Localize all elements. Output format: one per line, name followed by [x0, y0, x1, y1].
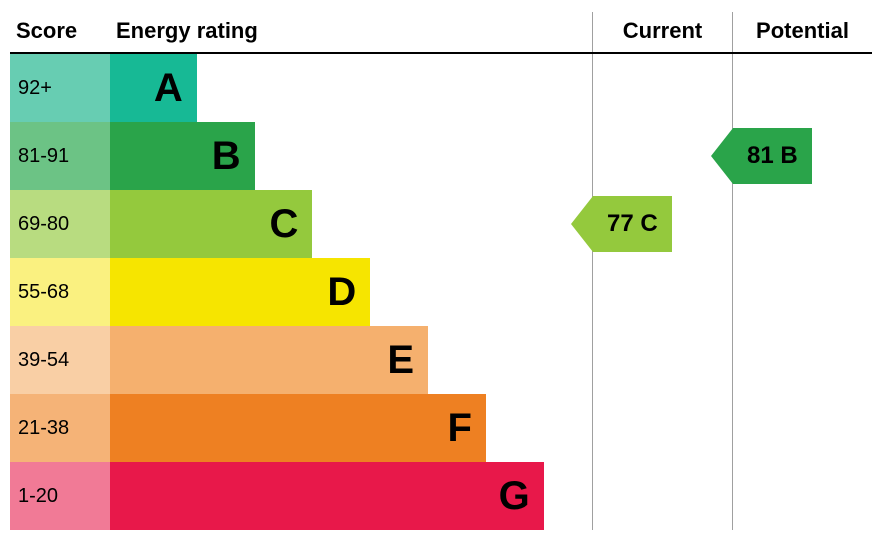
potential-column	[732, 190, 872, 258]
potential-marker: 81 B	[711, 128, 812, 184]
current-column	[592, 258, 732, 326]
bars-area: B	[110, 122, 592, 190]
rating-bar: C	[110, 190, 312, 258]
rating-bar: G	[110, 462, 544, 530]
score-cell: 21-38	[10, 394, 110, 462]
header-score: Score	[10, 12, 110, 52]
potential-column	[732, 54, 872, 122]
band-row: 39-54E	[10, 326, 872, 394]
potential-column	[732, 394, 872, 462]
current-marker: 77 C	[571, 196, 672, 252]
score-cell: 1-20	[10, 462, 110, 530]
band-row: 21-38F	[10, 394, 872, 462]
marker-label: 77 C	[593, 196, 672, 252]
current-column	[592, 326, 732, 394]
bars-area: G	[110, 462, 592, 530]
arrow-left-icon	[711, 128, 733, 184]
potential-column: 81 B	[732, 122, 872, 190]
current-column	[592, 54, 732, 122]
potential-column	[732, 258, 872, 326]
bars-area: C	[110, 190, 592, 258]
bars-area: D	[110, 258, 592, 326]
bars-area: F	[110, 394, 592, 462]
score-cell: 69-80	[10, 190, 110, 258]
current-column: 77 C	[592, 190, 732, 258]
potential-column	[732, 462, 872, 530]
band-row: 55-68D	[10, 258, 872, 326]
band-row: 1-20G	[10, 462, 872, 530]
bars-area: A	[110, 54, 592, 122]
energy-rating-chart: Score Energy rating Current Potential 92…	[10, 12, 872, 538]
chart-header: Score Energy rating Current Potential	[10, 12, 872, 54]
header-rating: Energy rating	[110, 12, 592, 52]
potential-column	[732, 326, 872, 394]
band-row: 69-80C 77 C	[10, 190, 872, 258]
rating-bar: F	[110, 394, 486, 462]
score-cell: 55-68	[10, 258, 110, 326]
current-column	[592, 462, 732, 530]
current-column	[592, 394, 732, 462]
rating-bar: B	[110, 122, 255, 190]
band-row: 81-91B 81 B	[10, 122, 872, 190]
arrow-left-icon	[571, 196, 593, 252]
rating-bar: A	[110, 54, 197, 122]
score-cell: 39-54	[10, 326, 110, 394]
header-current: Current	[592, 12, 732, 52]
header-potential: Potential	[732, 12, 872, 52]
chart-body: 92+A81-91B 81 B 69-80C 77 C 55-68D39-54E21-3…	[10, 54, 872, 530]
band-row: 92+A	[10, 54, 872, 122]
score-cell: 81-91	[10, 122, 110, 190]
bars-area: E	[110, 326, 592, 394]
marker-label: 81 B	[733, 128, 812, 184]
score-cell: 92+	[10, 54, 110, 122]
rating-bar: D	[110, 258, 370, 326]
rating-bar: E	[110, 326, 428, 394]
